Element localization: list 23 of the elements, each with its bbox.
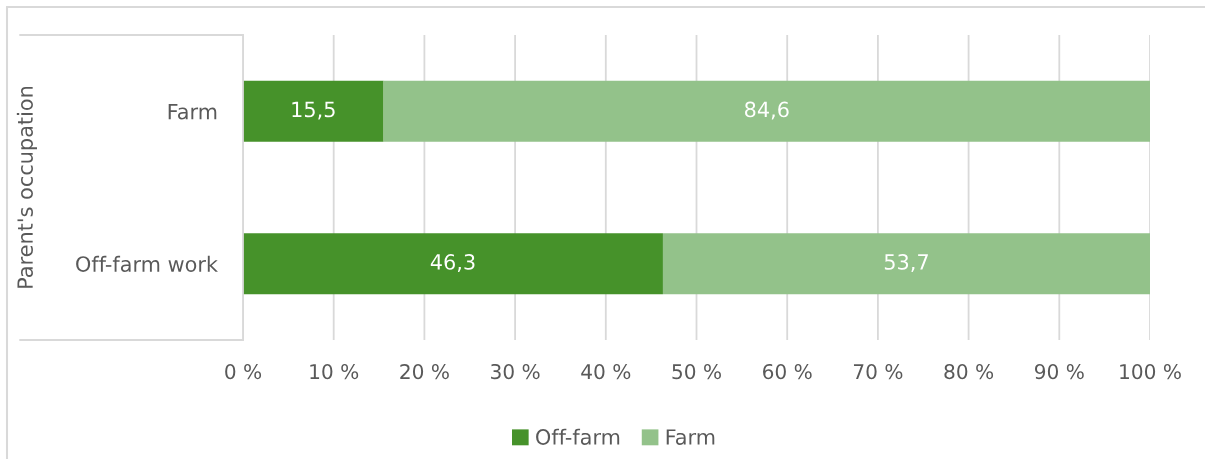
x-tick-label: 40 % <box>581 363 631 380</box>
x-tick-label: 70 % <box>853 363 903 380</box>
x-tick-label: 0 % <box>225 363 262 380</box>
bar <box>383 80 1150 142</box>
x-tick-label: 10 % <box>310 363 359 380</box>
legend-label: Farm <box>666 429 715 445</box>
x-tick-label: 20 % <box>400 363 449 380</box>
bar <box>662 233 1150 295</box>
legend-label: Off-farm <box>536 428 620 445</box>
x-tick-label: 90 % <box>1034 363 1084 380</box>
data-label: 84,6 <box>745 101 789 120</box>
x-tick-label: 100 % <box>1120 363 1181 380</box>
x-tick-label: 30 % <box>491 363 540 380</box>
y-tick-label: Off-farm work <box>76 255 218 272</box>
data-label: 15,5 <box>292 101 335 120</box>
x-tick-label: 80 % <box>944 363 994 380</box>
bar <box>243 80 384 142</box>
x-tick-label: 60 % <box>763 363 812 380</box>
y-axis-title: Parent's occupation <box>16 86 37 288</box>
data-label: 53,7 <box>884 254 928 272</box>
bar <box>243 233 663 295</box>
data-label: 46,3 <box>430 254 475 272</box>
x-tick-label: 50 % <box>672 363 721 380</box>
